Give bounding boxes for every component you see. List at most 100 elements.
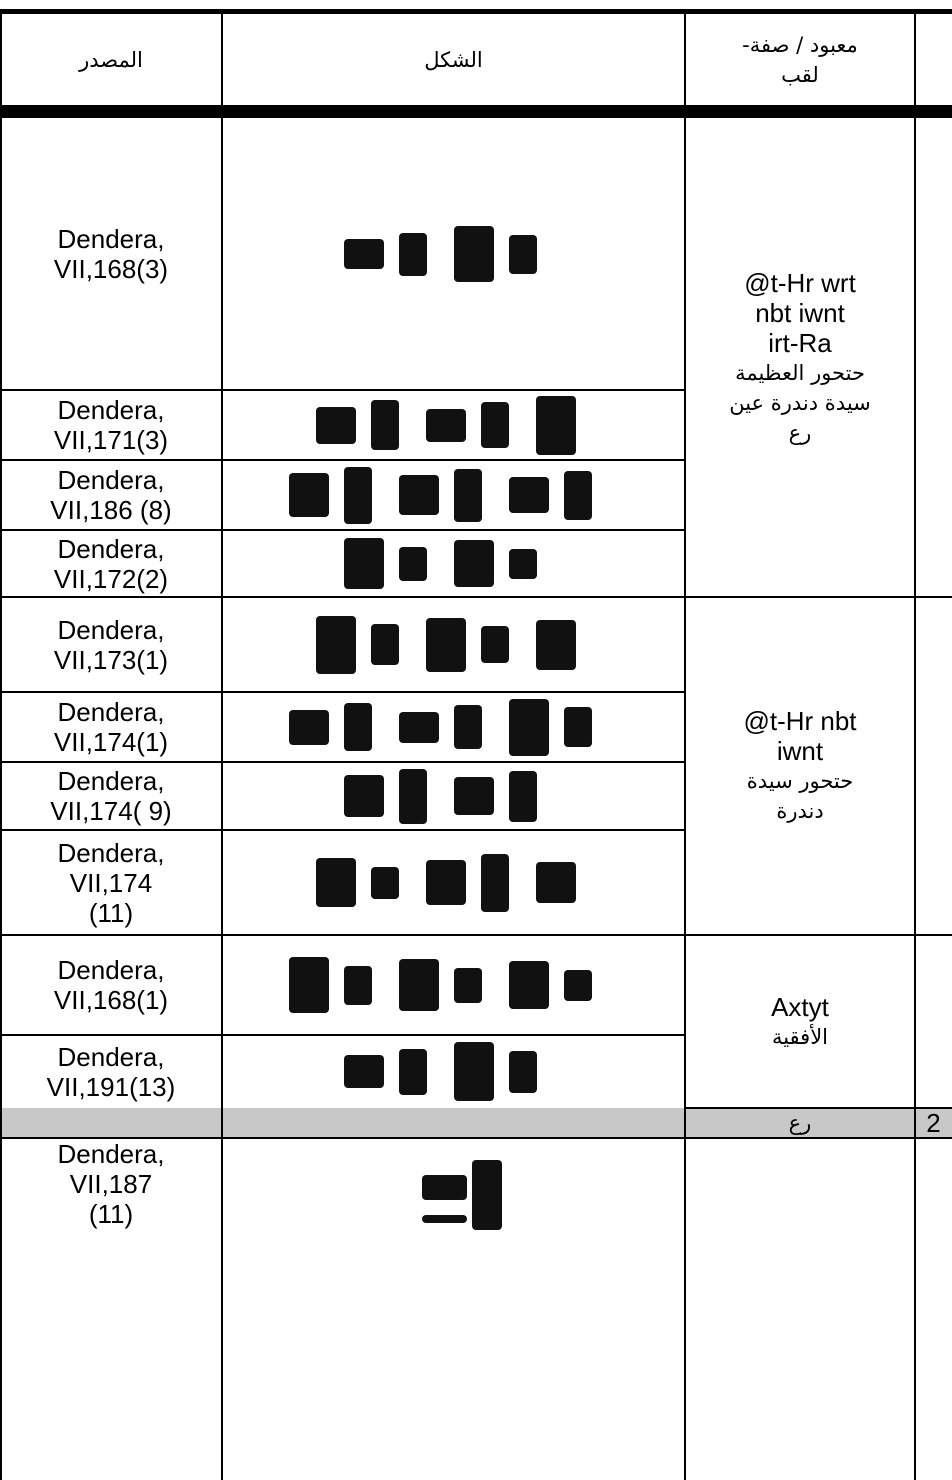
group-line xyxy=(685,596,952,598)
section-number: 2 xyxy=(915,1108,952,1138)
deity-arabic: دندرة xyxy=(776,799,824,823)
source-text: VII,174( 9) xyxy=(50,796,172,826)
col-line xyxy=(684,14,686,1480)
glyph xyxy=(426,860,466,905)
deity-latin: iwnt xyxy=(776,736,824,766)
glyph xyxy=(453,777,494,815)
glyph xyxy=(563,470,592,520)
glyph xyxy=(343,965,372,1005)
glyph xyxy=(472,1160,502,1230)
glyph xyxy=(343,538,384,589)
glyph xyxy=(422,1175,467,1200)
section-text: 2 xyxy=(926,1108,941,1138)
deity-cell: @t-Hr wrt nbt iwnt irt-Ra حتحور العظيمة سيدة… xyxy=(685,118,915,597)
group-line xyxy=(685,1107,952,1109)
source-text: Dendera, xyxy=(57,465,165,495)
glyph xyxy=(288,473,329,517)
source-cell: Dendera, VII,171(3) xyxy=(0,390,222,460)
row-line xyxy=(0,529,685,531)
deity-latin: irt-Ra xyxy=(768,327,832,358)
source-text: Dendera, xyxy=(57,697,165,727)
glyph xyxy=(398,768,427,824)
source-text: VII,171(3) xyxy=(53,425,169,455)
deity-cell: @t-Hr nbt iwnt حتحور سيدة دندرة xyxy=(685,597,915,935)
source-cell: Dendera, VII,174( 9) xyxy=(0,762,222,830)
glyph xyxy=(288,709,329,745)
glyph xyxy=(563,707,592,747)
source-cell: Dendera, VII,186 (8) xyxy=(0,460,222,530)
section-text: رع xyxy=(788,1111,812,1135)
row-line xyxy=(0,389,685,391)
glyph xyxy=(536,619,576,670)
glyph xyxy=(288,957,329,1013)
source-text: VII,186 (8) xyxy=(50,495,172,525)
section-band xyxy=(0,1108,952,1138)
glyph xyxy=(398,711,439,743)
deity-latin: nbt iwnt xyxy=(755,297,845,328)
glyph xyxy=(453,705,482,749)
source-text: Dendera, xyxy=(57,1041,165,1072)
glyph xyxy=(453,468,482,522)
deity-latin: @t-Hr wrt xyxy=(744,267,856,298)
source-cell: Dendera, VII,173(1) xyxy=(0,597,222,692)
source-text: Dendera, xyxy=(57,533,165,564)
glyph xyxy=(508,961,549,1009)
glyph xyxy=(508,1050,537,1093)
glyph xyxy=(343,775,384,817)
col-line xyxy=(0,14,2,1480)
glyph xyxy=(508,770,537,822)
glyph xyxy=(453,967,482,1003)
source-text: VII,172(2) xyxy=(53,563,169,594)
glyph xyxy=(426,617,466,672)
source-text: VII,187 xyxy=(69,1169,153,1199)
source-text: (11) xyxy=(88,897,134,928)
deity-arabic: حتحور العظيمة xyxy=(735,360,865,385)
glyph xyxy=(536,862,576,903)
glyph xyxy=(343,1055,384,1088)
glyph xyxy=(371,400,399,450)
glyph xyxy=(563,969,592,1001)
source-text: Dendera, xyxy=(57,614,165,645)
glyph xyxy=(453,540,494,587)
deity-arabic: سيدة دندرة عين xyxy=(729,390,871,415)
glyph xyxy=(481,626,509,663)
source-text: Dendera, xyxy=(57,766,165,796)
source-cell: Dendera, VII,174 (11) xyxy=(0,830,222,935)
row-line xyxy=(0,1137,952,1139)
glyph xyxy=(508,548,537,579)
col-line xyxy=(221,14,223,1480)
glyph xyxy=(343,703,372,751)
glyph xyxy=(316,858,356,907)
deity-arabic: حتحور سيدة xyxy=(746,769,854,793)
glyph xyxy=(316,406,356,444)
top-rule xyxy=(0,9,952,14)
source-text: VII,168(3) xyxy=(53,254,169,284)
glyph xyxy=(422,1215,467,1223)
glyph xyxy=(398,959,439,1011)
deity-arabic: رع xyxy=(788,420,812,445)
source-text: VII,173(1) xyxy=(53,644,169,675)
glyph xyxy=(398,475,439,515)
header-source: المصدر xyxy=(0,14,222,105)
header-text: لقب xyxy=(781,62,819,87)
row-line xyxy=(0,459,685,461)
glyph xyxy=(453,226,494,282)
source-text: (11) xyxy=(88,1199,134,1229)
row-line xyxy=(0,761,685,763)
group-line xyxy=(685,934,952,936)
deity-cell: Axtyt الأفقية xyxy=(685,935,915,1108)
source-text: VII,168(1) xyxy=(53,985,169,1015)
col-line xyxy=(914,14,916,1480)
source-cell: Dendera, VII,174(1) xyxy=(0,692,222,762)
section-deity: رع xyxy=(685,1108,915,1138)
glyph xyxy=(536,395,576,455)
glyph xyxy=(481,402,509,448)
glyph xyxy=(508,698,549,756)
header-text: المصدر xyxy=(79,47,143,72)
glyph xyxy=(343,466,372,524)
glyph xyxy=(398,546,427,581)
glyph xyxy=(398,1048,427,1095)
header-text: معبود / صفة- xyxy=(742,32,858,57)
source-text: Dendera, xyxy=(57,1139,165,1169)
